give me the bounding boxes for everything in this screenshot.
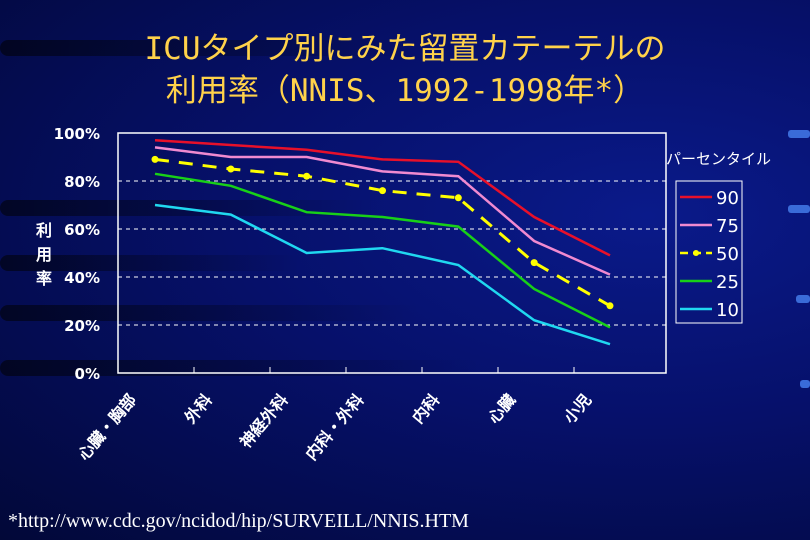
y-axis-label: 用 bbox=[36, 245, 52, 264]
data-point-50 bbox=[606, 302, 614, 310]
series-line-75 bbox=[154, 146, 611, 276]
series-line-90 bbox=[154, 138, 611, 257]
y-tick-label: 20% bbox=[64, 317, 100, 335]
y-axis-label: 率 bbox=[36, 269, 52, 288]
legend-title: パーセンタイル bbox=[666, 150, 771, 168]
slide-title: ICUタイプ別にみた留置カテーテルの 利用率（NNIS、1992-1998年*） bbox=[0, 28, 810, 112]
x-tick-label: 内科・外科 bbox=[302, 390, 368, 464]
y-tick-label: 40% bbox=[64, 269, 100, 287]
legend-box bbox=[675, 180, 743, 324]
y-tick-label: 100% bbox=[54, 125, 100, 143]
data-point-50 bbox=[454, 194, 462, 202]
data-point-50 bbox=[227, 165, 235, 173]
x-tick-label: 心臓・胸部 bbox=[74, 390, 140, 464]
y-tick-label: 0% bbox=[75, 365, 100, 383]
x-tick-label: 心臓 bbox=[484, 390, 519, 427]
plot-frame bbox=[117, 132, 667, 374]
legend-label: 10 bbox=[716, 300, 739, 321]
title-line-1: ICUタイプ別にみた留置カテーテルの bbox=[144, 31, 666, 67]
title-line-2: 利用率（NNIS、1992-1998年*） bbox=[165, 73, 645, 109]
legend-marker bbox=[693, 250, 699, 256]
data-point-50 bbox=[151, 155, 159, 163]
x-tick-label: 内科 bbox=[408, 390, 443, 427]
data-point-50 bbox=[303, 172, 311, 180]
data-point-50 bbox=[530, 259, 538, 267]
series-line-10 bbox=[154, 203, 611, 346]
legend-label: 90 bbox=[716, 188, 739, 209]
legend-label: 75 bbox=[716, 216, 739, 237]
y-tick-label: 80% bbox=[64, 173, 100, 191]
data-point-50 bbox=[379, 187, 386, 195]
y-axis-label: 利 bbox=[36, 221, 52, 240]
series-line-25 bbox=[154, 172, 611, 329]
x-tick-label: 小児 bbox=[560, 390, 595, 427]
legend-label: 50 bbox=[716, 244, 739, 265]
x-tick-label: 神経外科 bbox=[236, 390, 292, 451]
y-tick-label: 60% bbox=[64, 221, 100, 239]
source-footnote: *http://www.cdc.gov/ncidod/hip/SURVEILL/… bbox=[8, 510, 469, 532]
legend-label: 25 bbox=[716, 272, 739, 293]
x-tick-label: 外科 bbox=[180, 390, 216, 428]
